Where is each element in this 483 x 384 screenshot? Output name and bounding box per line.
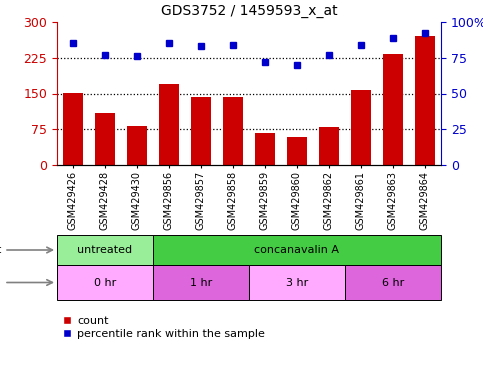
- Legend: count, percentile rank within the sample: count, percentile rank within the sample: [63, 316, 265, 339]
- Bar: [159, 84, 179, 165]
- Bar: [153, 235, 441, 265]
- Bar: [96, 113, 114, 165]
- Title: GDS3752 / 1459593_x_at: GDS3752 / 1459593_x_at: [161, 4, 337, 18]
- Bar: [57, 235, 153, 265]
- Text: time: time: [0, 278, 52, 288]
- Bar: [128, 126, 147, 165]
- Text: concanavalin A: concanavalin A: [255, 245, 340, 255]
- Bar: [415, 36, 435, 165]
- Text: untreated: untreated: [77, 245, 132, 255]
- Bar: [224, 97, 242, 165]
- Bar: [63, 93, 83, 165]
- Text: 1 hr: 1 hr: [190, 278, 212, 288]
- Bar: [287, 137, 307, 165]
- Text: 3 hr: 3 hr: [286, 278, 308, 288]
- Bar: [57, 265, 153, 300]
- Bar: [319, 127, 339, 165]
- Bar: [384, 55, 403, 165]
- Bar: [153, 265, 249, 300]
- Text: agent: agent: [0, 245, 52, 255]
- Bar: [345, 265, 441, 300]
- Bar: [191, 97, 211, 165]
- Text: 0 hr: 0 hr: [94, 278, 116, 288]
- Text: 6 hr: 6 hr: [382, 278, 404, 288]
- Bar: [249, 265, 345, 300]
- Bar: [256, 132, 275, 165]
- Bar: [352, 90, 370, 165]
